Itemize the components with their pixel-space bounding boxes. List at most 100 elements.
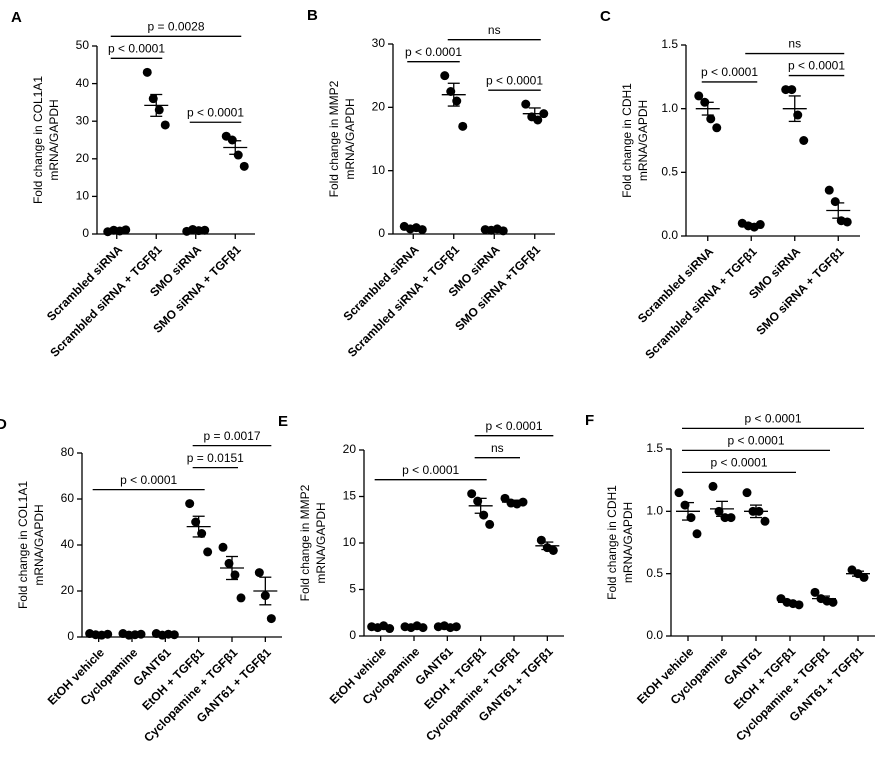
x-tick-label: Scrambled siRNA bbox=[635, 244, 716, 325]
error-bar bbox=[226, 555, 238, 581]
error-bar bbox=[408, 625, 420, 629]
data-point bbox=[708, 481, 718, 491]
x-tick-label: SMO siRNA + TGFβ1 bbox=[753, 244, 846, 337]
data-point bbox=[224, 558, 234, 568]
y-tick-label: 20 bbox=[61, 583, 75, 597]
y-axis-label: mRNA/GAPDH bbox=[621, 502, 635, 583]
error-bar bbox=[788, 95, 801, 123]
significance-label: p < 0.0001 bbox=[405, 45, 462, 59]
y-tick-label: 0.0 bbox=[661, 228, 678, 242]
panel-label: B bbox=[307, 7, 318, 24]
data-point bbox=[467, 489, 477, 499]
y-axis-label: mRNA/GAPDH bbox=[636, 100, 650, 181]
data-point bbox=[485, 519, 495, 529]
data-point bbox=[706, 114, 716, 124]
y-axis-label: Fold change in MMP2 bbox=[298, 484, 312, 601]
data-point bbox=[452, 96, 462, 106]
data-point bbox=[828, 597, 838, 607]
data-point bbox=[458, 121, 468, 131]
panel-label: E bbox=[278, 413, 288, 430]
y-tick-label: 30 bbox=[372, 36, 386, 50]
panel-label: A bbox=[11, 9, 22, 26]
data-point bbox=[418, 623, 428, 633]
error-bar bbox=[159, 633, 172, 636]
data-point bbox=[148, 94, 158, 104]
data-point bbox=[674, 488, 684, 498]
error-bar bbox=[126, 633, 138, 636]
significance-label: p < 0.0001 bbox=[486, 73, 543, 87]
data-point bbox=[236, 593, 246, 603]
error-bar bbox=[852, 570, 864, 577]
y-tick-label: 20 bbox=[372, 100, 386, 114]
data-point bbox=[160, 120, 170, 130]
significance-label: p < 0.0001 bbox=[701, 65, 758, 79]
y-tick-label: 10 bbox=[343, 535, 357, 549]
x-tick-label: EtOH vehicle bbox=[45, 645, 107, 707]
data-point bbox=[742, 488, 752, 498]
data-point bbox=[498, 226, 508, 236]
data-point bbox=[842, 217, 852, 227]
error-bar bbox=[488, 228, 501, 231]
y-tick-label: 1.0 bbox=[646, 504, 663, 518]
y-tick-label: 0.5 bbox=[646, 566, 663, 580]
error-bar bbox=[92, 633, 105, 636]
y-tick-label: 60 bbox=[61, 491, 75, 505]
significance-label: p < 0.0001 bbox=[710, 456, 767, 470]
data-point bbox=[536, 535, 546, 545]
y-axis-label: mRNA/GAPDH bbox=[47, 99, 61, 180]
y-axis-label: Fold change in CDH1 bbox=[620, 83, 634, 198]
y-tick-label: 5 bbox=[349, 582, 356, 596]
y-tick-label: 20 bbox=[343, 442, 357, 456]
data-point bbox=[142, 67, 152, 77]
error-bar bbox=[447, 82, 460, 107]
data-point bbox=[859, 572, 869, 582]
significance-label: p < 0.0001 bbox=[108, 41, 165, 55]
significance-label: p < 0.0001 bbox=[727, 434, 784, 448]
y-tick-label: 0 bbox=[349, 628, 356, 642]
data-point bbox=[121, 225, 131, 235]
y-tick-label: 10 bbox=[76, 189, 90, 203]
significance-label: p < 0.0001 bbox=[402, 463, 459, 477]
error-bar bbox=[508, 499, 520, 505]
y-axis-label: Fold change in MMP2 bbox=[327, 80, 341, 197]
error-bar bbox=[259, 576, 272, 606]
data-point bbox=[694, 91, 704, 101]
significance-label: p < 0.0001 bbox=[120, 473, 177, 487]
data-point bbox=[230, 570, 240, 580]
significance-label: p = 0.0017 bbox=[203, 429, 260, 443]
error-bar bbox=[750, 504, 762, 519]
significance-label: p < 0.0001 bbox=[485, 419, 542, 433]
error-bar bbox=[701, 101, 714, 116]
data-point bbox=[760, 516, 770, 526]
data-point bbox=[440, 71, 450, 81]
error-bar bbox=[407, 226, 420, 230]
error-bar bbox=[374, 626, 387, 629]
data-point bbox=[548, 545, 558, 555]
data-point bbox=[824, 185, 834, 195]
y-axis-label: mRNA/GAPDH bbox=[343, 98, 357, 179]
data-point bbox=[712, 123, 722, 133]
y-tick-label: 40 bbox=[61, 537, 75, 551]
data-point bbox=[185, 499, 195, 509]
significance-label: p = 0.0028 bbox=[147, 19, 204, 33]
panel-label: C bbox=[600, 8, 611, 25]
error-bar bbox=[229, 140, 242, 155]
y-axis-label: mRNA/GAPDH bbox=[314, 502, 328, 583]
y-tick-label: 10 bbox=[372, 163, 386, 177]
error-bar bbox=[832, 202, 845, 219]
significance-label: p < 0.0001 bbox=[788, 59, 845, 73]
panel-label: D bbox=[0, 416, 7, 433]
data-point bbox=[726, 513, 736, 523]
significance-label: ns bbox=[488, 23, 501, 37]
data-point bbox=[521, 99, 531, 109]
x-tick-label: EtOH vehicle bbox=[327, 644, 389, 706]
x-tick-label: Scrambled siRNA bbox=[341, 242, 422, 323]
y-tick-label: 20 bbox=[76, 151, 90, 165]
y-tick-label: 0.5 bbox=[661, 165, 678, 179]
y-tick-label: 0 bbox=[67, 629, 74, 643]
data-point bbox=[793, 110, 803, 120]
y-tick-label: 80 bbox=[61, 445, 75, 459]
error-bar bbox=[818, 595, 830, 602]
data-point bbox=[692, 529, 702, 539]
